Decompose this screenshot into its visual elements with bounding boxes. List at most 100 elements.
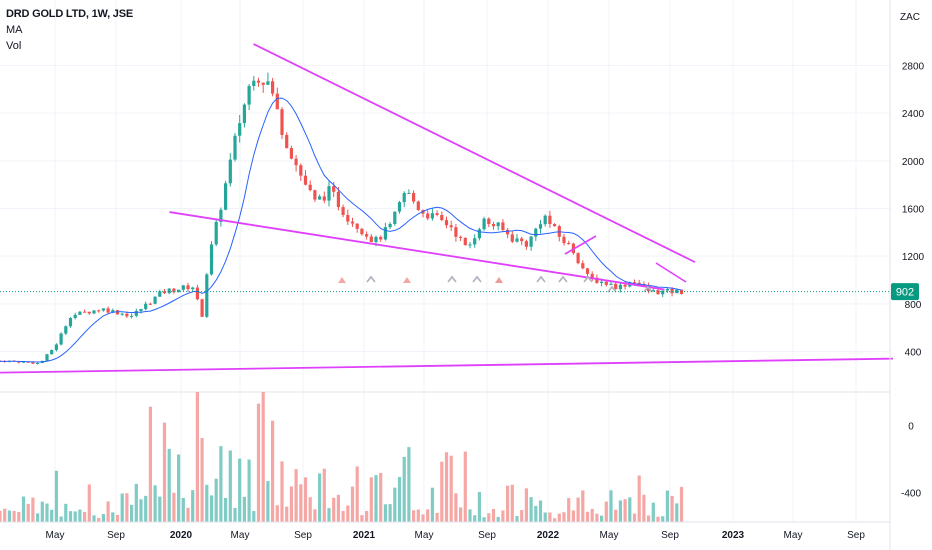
time-axis[interactable]: May Sep 2020 May Sep 2021 May Sep 2022 May Sep 2023… [46, 530, 866, 541]
candle-body [247, 85, 251, 105]
candle-body [482, 218, 486, 230]
time-tick-label: Sep [107, 530, 125, 541]
candle-body [609, 283, 613, 285]
study-ma[interactable]: MA [6, 24, 23, 36]
volume-bar [482, 517, 486, 522]
candle-body [576, 253, 580, 264]
candle-body [416, 201, 420, 211]
candle-body [139, 309, 143, 312]
candle-body [36, 363, 40, 365]
candle-body [590, 273, 594, 278]
volume-bar [97, 517, 101, 522]
candle-body [632, 282, 637, 284]
volume-bar [153, 485, 157, 522]
candle-body [266, 81, 270, 85]
volume-bar [45, 503, 49, 522]
volume-bar [538, 500, 543, 522]
candle-body [78, 311, 82, 315]
volume-bar [285, 506, 289, 522]
candle-body [534, 228, 538, 237]
candlesticks [0, 72, 684, 365]
candle-body [252, 80, 256, 86]
volume-bar [618, 500, 622, 522]
candle-body [496, 222, 500, 227]
volume-bar [125, 493, 129, 522]
volume-bar [205, 484, 209, 522]
candle-body [510, 234, 514, 242]
volume-bar [162, 422, 167, 522]
last-price-badge: 902 [891, 283, 919, 301]
volume-bar [181, 497, 185, 522]
candle-body [553, 224, 557, 227]
volume-bar [336, 494, 340, 522]
candle-body [275, 93, 279, 110]
volume-bar [501, 510, 505, 522]
volume-bar [402, 456, 406, 522]
volume-bar [313, 509, 317, 522]
volume-bar [661, 516, 665, 522]
candle-body [200, 299, 204, 317]
volume-bar [600, 515, 604, 522]
candle-body [92, 310, 96, 314]
volume-bar [585, 511, 590, 522]
candle-body [670, 288, 674, 294]
volume-bar [397, 477, 402, 522]
volume-bar [322, 468, 326, 522]
volume-bar [416, 509, 420, 522]
volume-bar [675, 503, 679, 522]
candle-body [256, 80, 261, 83]
volume-bars [0, 392, 684, 522]
volume-bar [191, 490, 195, 522]
volume-bar [430, 487, 434, 522]
price-tick-label: 1200 [902, 252, 925, 263]
volume-bar [473, 515, 477, 522]
study-vol[interactable]: Vol [6, 40, 22, 52]
candle-body [430, 213, 434, 219]
candle-body [228, 159, 232, 184]
signal-chevron [472, 275, 482, 283]
signal-chevron [607, 285, 617, 293]
volume-bar [219, 446, 223, 522]
symbol-title[interactable]: DRD GOLD LTD, 1W, JSE [6, 8, 133, 20]
candle-body [64, 326, 68, 334]
volume-bar [604, 501, 608, 522]
candle-body [379, 236, 383, 240]
time-tick-label: 2021 [353, 530, 376, 541]
volume-bar [567, 498, 571, 522]
volume-bar [289, 486, 293, 522]
candle-body [21, 361, 26, 363]
candle-body [327, 186, 331, 201]
volume-bar [327, 508, 331, 522]
volume-bar [299, 484, 303, 522]
volume-bar [177, 454, 181, 522]
candle-body [346, 215, 350, 222]
candle-body [637, 282, 641, 285]
time-tick-label: May [600, 530, 619, 541]
volume-bar [524, 488, 528, 522]
candle-body [651, 290, 655, 292]
volume-bar [54, 470, 58, 522]
candle-body [31, 362, 35, 364]
trendline-small-upper [655, 262, 687, 283]
candle-body [224, 183, 228, 210]
candle-body [294, 158, 298, 166]
volume-bar [350, 486, 355, 522]
candle-body [440, 215, 444, 221]
candle-body [538, 224, 543, 229]
candle-body [285, 134, 289, 149]
candle-body [449, 225, 453, 228]
volume-bar [280, 461, 284, 522]
volume-bar [242, 496, 246, 522]
candle-body [191, 287, 195, 290]
candle-body [219, 209, 223, 222]
volume-bar [144, 495, 148, 522]
signal-chevron [643, 285, 653, 293]
candle-body [59, 333, 63, 345]
volume-bar [496, 516, 500, 522]
candle-body [177, 289, 181, 293]
chart-legend[interactable]: DRD GOLD LTD, 1W, JSE MA Vol [6, 6, 133, 54]
price-tick-label: 2800 [902, 62, 925, 73]
volume-bar [468, 509, 472, 522]
